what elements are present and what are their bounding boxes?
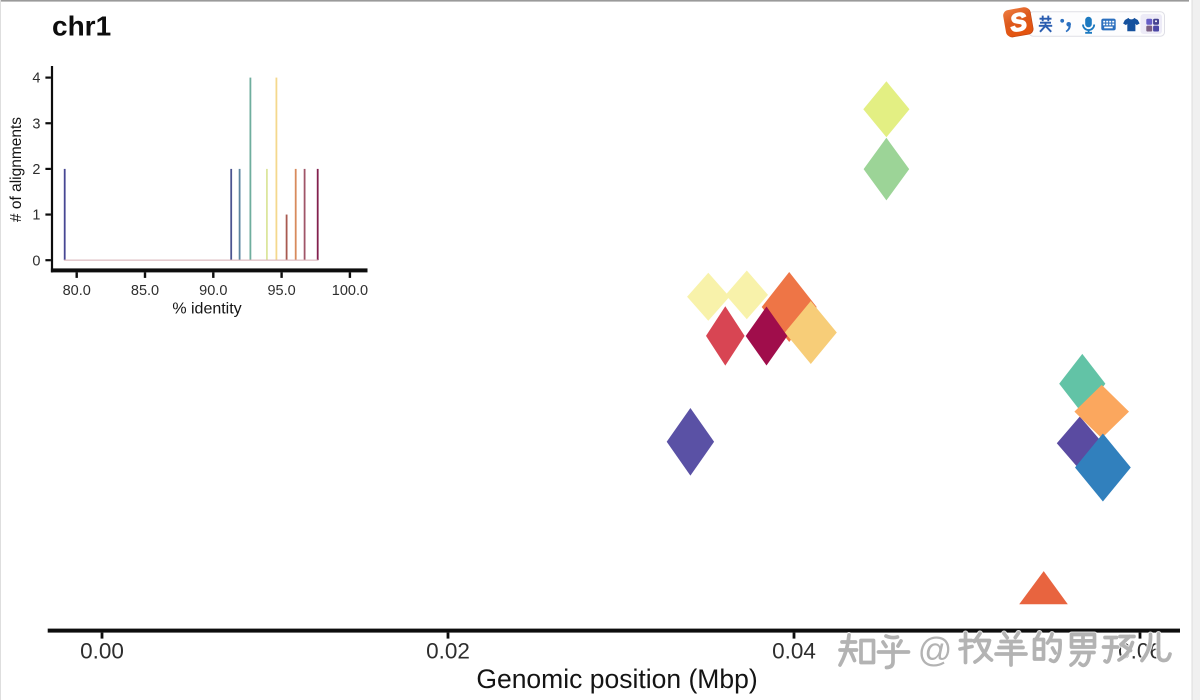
svg-text:0.04: 0.04 xyxy=(772,639,816,664)
svg-text:95.0: 95.0 xyxy=(267,283,295,299)
svg-text:100.0: 100.0 xyxy=(332,283,368,299)
svg-text:3: 3 xyxy=(32,116,40,132)
svg-text:90.0: 90.0 xyxy=(199,283,227,299)
svg-text:0.02: 0.02 xyxy=(426,639,470,664)
svg-text:@: @ xyxy=(918,632,953,670)
svg-text:S: S xyxy=(1008,7,1030,38)
svg-text:# of alignments: # of alignments xyxy=(8,117,25,222)
svg-text:% identity: % identity xyxy=(172,301,241,318)
svg-text:@: @ xyxy=(918,632,953,670)
svg-text:1: 1 xyxy=(32,208,40,224)
svg-text:Genomic position (Mbp): Genomic position (Mbp) xyxy=(476,664,757,694)
svg-text:85.0: 85.0 xyxy=(131,283,159,299)
svg-text:4: 4 xyxy=(32,71,40,87)
svg-text:chr1: chr1 xyxy=(52,11,111,42)
svg-text:0.00: 0.00 xyxy=(80,639,124,664)
svg-text:0: 0 xyxy=(32,253,40,269)
svg-text:2: 2 xyxy=(32,162,40,178)
svg-text:80.0: 80.0 xyxy=(63,283,91,299)
